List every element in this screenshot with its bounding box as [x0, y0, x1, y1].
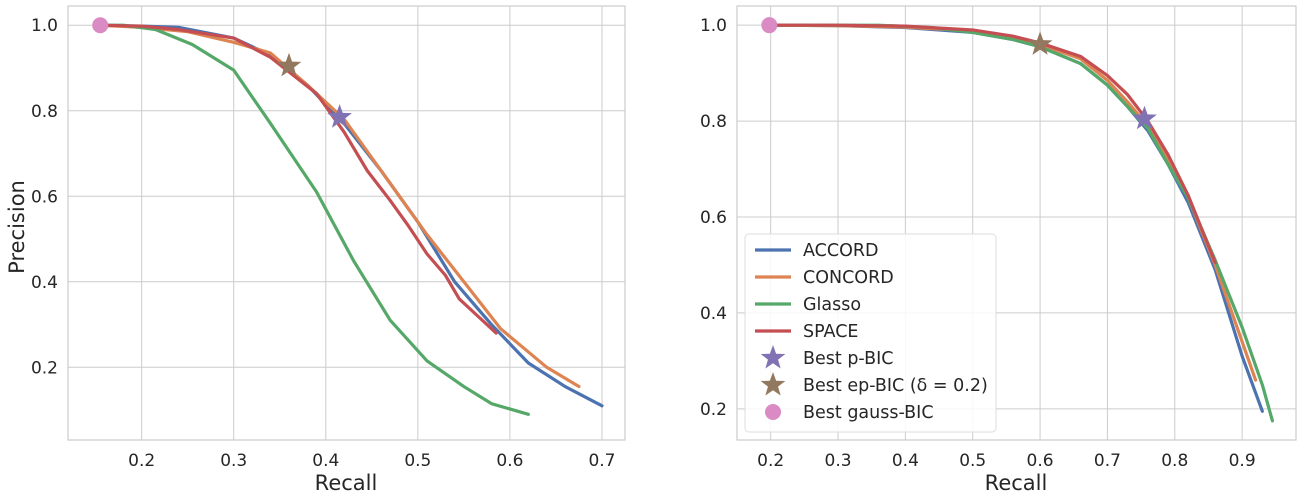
legend-label: Glasso: [803, 295, 861, 315]
marker-circle: [761, 17, 778, 34]
legend-label: CONCORD: [803, 268, 894, 288]
x-tick-label: 0.5: [959, 451, 986, 471]
x-tick-label: 0.8: [1161, 451, 1188, 471]
y-axis-label: Precision: [5, 180, 29, 274]
x-tick-label: 0.5: [404, 451, 431, 471]
y-tick-label: 1.0: [31, 16, 58, 36]
marker-star: [1132, 105, 1157, 130]
marker-star: [327, 104, 352, 128]
x-tick-label: 0.4: [312, 451, 339, 471]
x-tick-label: 0.3: [825, 451, 852, 471]
y-tick-label: 0.6: [700, 208, 727, 228]
legend-box: [744, 233, 997, 433]
marker-circle: [92, 17, 109, 34]
legend-label: ACCORD: [803, 241, 879, 261]
legend-label: Best gauss-BIC: [803, 403, 934, 423]
marker-star: [276, 52, 302, 77]
x-tick-label: 0.4: [892, 451, 919, 471]
y-tick-label: 0.4: [700, 304, 727, 324]
legend-label: Best ep-BIC (δ = 0.2): [803, 376, 988, 396]
x-tick-label: 0.2: [128, 451, 155, 471]
legend-label: Best p-BIC: [803, 349, 894, 369]
series-line-concord: [98, 23, 581, 389]
x-tick-label: 0.7: [1094, 451, 1121, 471]
y-tick-label: 0.6: [31, 187, 58, 207]
legend-star-swatch: [760, 372, 786, 396]
left-panel: Precision Recall 0.2 0.3 0.4 0.5 0.6 0.7 0.2 0.…: [5, 5, 626, 495]
legend-star-swatch: [760, 345, 786, 369]
x-tick-label: 0.9: [1229, 451, 1256, 471]
x-tick-label: 0.7: [588, 451, 615, 471]
x-tick-label: 0.6: [496, 451, 523, 471]
legend: ACCORD CONCORD Glasso SPACE Best p-BIC Best e…: [744, 233, 997, 433]
x-axis-label: Recall: [315, 471, 378, 495]
y-tick-label: 0.2: [700, 400, 727, 420]
grid: [68, 6, 625, 440]
x-tick-label: 0.2: [757, 451, 784, 471]
marker-star: [1027, 31, 1053, 55]
x-tick-label: 0.3: [220, 451, 247, 471]
series-line-glasso: [98, 23, 530, 416]
y-tick-label: 0.4: [31, 273, 58, 293]
legend-circle-swatch: [765, 404, 781, 420]
x-axis-label: Recall: [985, 471, 1048, 495]
x-tick-label: 0.6: [1027, 451, 1054, 471]
series-line-space: [769, 23, 1217, 265]
y-tick-label: 0.8: [700, 112, 727, 132]
plot-frame: [736, 5, 1297, 441]
plot-frame: [67, 5, 626, 441]
series-line-space: [98, 23, 498, 335]
legend-label: SPACE: [803, 322, 858, 342]
y-tick-label: 0.2: [31, 358, 58, 378]
y-tick-label: 1.0: [700, 16, 727, 36]
y-tick-label: 0.8: [31, 102, 58, 122]
